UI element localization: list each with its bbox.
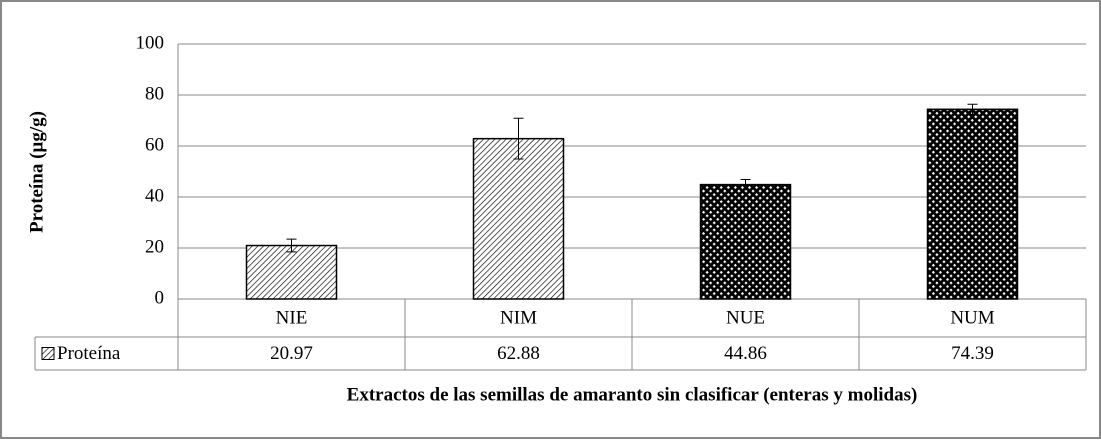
table-value: 62.88 bbox=[497, 343, 540, 364]
error-bar bbox=[513, 117, 524, 160]
error-bar bbox=[286, 238, 297, 253]
legend-key bbox=[41, 347, 55, 360]
bar bbox=[926, 108, 1019, 300]
x-tick-label: NUE bbox=[726, 307, 765, 328]
bar bbox=[245, 244, 338, 300]
x-tick-label: NIM bbox=[500, 307, 537, 328]
y-tick-label: 80 bbox=[145, 83, 164, 104]
bar bbox=[472, 137, 565, 300]
bar bbox=[699, 183, 792, 300]
error-bar bbox=[740, 179, 751, 191]
y-tick-label: 100 bbox=[136, 32, 165, 53]
y-tick-label: 60 bbox=[145, 134, 164, 155]
error-bar bbox=[967, 103, 978, 115]
x-axis-title: Extractos de las semillas de amaranto si… bbox=[347, 384, 918, 405]
y-tick-label: 20 bbox=[145, 236, 164, 257]
y-axis-title: Proteína (µg/g) bbox=[26, 111, 47, 233]
legend-label: Proteína bbox=[57, 343, 121, 364]
y-tick-label: 40 bbox=[145, 185, 164, 206]
table-value: 20.97 bbox=[270, 343, 313, 364]
x-tick-label: NUM bbox=[950, 307, 994, 328]
table-value: 74.39 bbox=[951, 343, 994, 364]
x-tick-label: NIE bbox=[276, 307, 308, 328]
y-tick-label: 0 bbox=[155, 287, 165, 308]
table-value: 44.86 bbox=[724, 343, 767, 364]
